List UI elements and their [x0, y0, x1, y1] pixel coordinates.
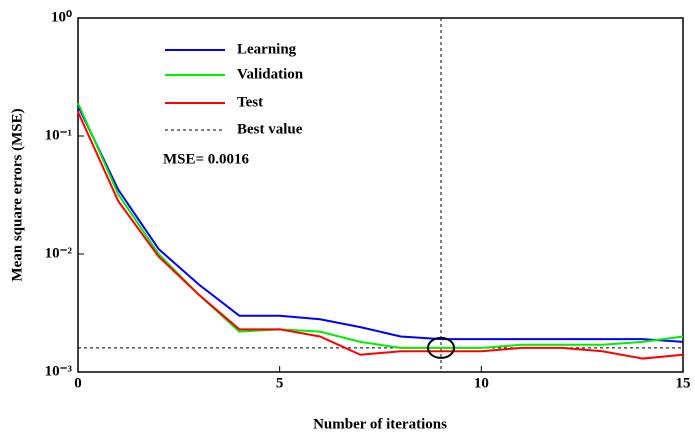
- legend-label: Learning: [237, 41, 297, 57]
- y-tick-label: 10⁰: [51, 9, 72, 25]
- y-axis-label: Mean square errors (MSE): [9, 108, 25, 281]
- x-tick-label: 10: [474, 375, 489, 391]
- best-marker: [427, 336, 455, 359]
- series-line: [77, 102, 684, 349]
- series-line: [77, 111, 684, 360]
- annotation: MSE= 0.0016: [163, 151, 250, 167]
- x-tick-label: 15: [676, 375, 691, 391]
- x-axis-label: Number of iterations: [313, 416, 447, 432]
- legend-label: Validation: [237, 66, 304, 82]
- legend-label: Best value: [237, 121, 303, 137]
- y-tick-label: 10⁻³: [45, 363, 73, 379]
- plot-frame: [77, 17, 684, 373]
- y-tick-label: 10⁻²: [45, 245, 73, 261]
- x-tick-label: 5: [276, 375, 284, 391]
- series-line: [77, 105, 684, 343]
- y-tick-label: 10⁻¹: [45, 127, 72, 143]
- legend-label: Test: [237, 94, 263, 110]
- x-tick-label: 0: [74, 375, 82, 391]
